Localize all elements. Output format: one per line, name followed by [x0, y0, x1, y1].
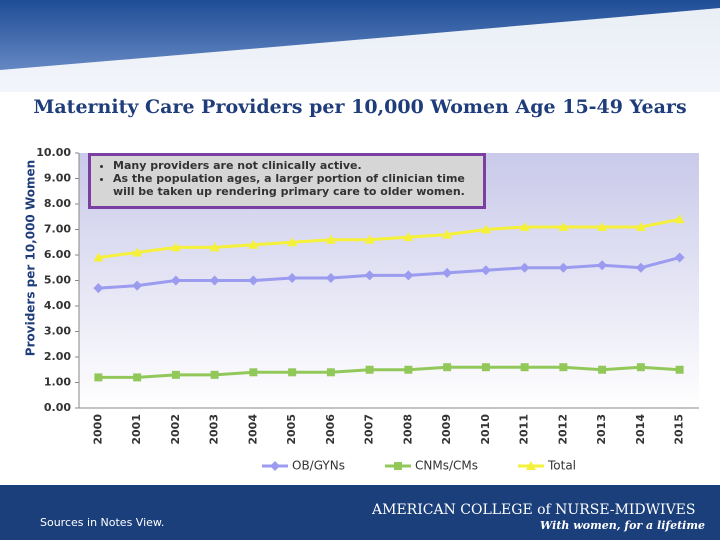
y-tick-label: 6.00 — [44, 248, 71, 261]
tagline: With women, for a lifetime — [540, 519, 705, 532]
marker — [674, 214, 685, 224]
marker — [93, 283, 104, 294]
y-tick-label: 0.00 — [44, 401, 71, 414]
logo: AMERICAN COLLEGE of NURSE-MIDWIVES — [371, 502, 696, 518]
y-tick-label: 3.00 — [44, 325, 71, 338]
marker — [635, 262, 646, 273]
y-tick-label: 9.00 — [44, 172, 71, 185]
marker — [248, 239, 259, 249]
header-wave — [0, 8, 720, 92]
x-tick-label: 2006 — [324, 414, 337, 445]
marker — [364, 270, 375, 281]
x-tick-label: 2007 — [363, 414, 376, 445]
marker — [93, 252, 104, 262]
annotation-list: Many providers are not clinically active… — [95, 159, 479, 198]
marker — [443, 363, 452, 372]
marker — [442, 267, 453, 278]
marker — [365, 365, 374, 374]
marker — [287, 272, 298, 283]
x-tick-label: 2015 — [673, 414, 686, 445]
marker — [597, 221, 608, 231]
x-tick-label: 2008 — [401, 414, 414, 445]
legend-entry: Total — [517, 459, 576, 473]
y-axis-label: Providers per 10,000 Women — [24, 160, 38, 356]
marker — [519, 221, 530, 231]
marker — [480, 265, 491, 276]
marker — [288, 368, 297, 377]
x-tick-label: 2014 — [634, 414, 647, 445]
x-tick-label: 2000 — [91, 414, 104, 445]
x-tick-label: 2012 — [556, 414, 569, 445]
marker — [170, 242, 181, 252]
marker — [364, 234, 375, 244]
marker — [674, 252, 685, 263]
footer-note: Sources in Notes View. — [40, 516, 164, 529]
chart-title: Maternity Care Providers per 10,000 Wome… — [33, 96, 686, 118]
marker — [248, 275, 259, 286]
annotation-box: Many providers are not clinically active… — [88, 153, 486, 209]
marker — [635, 221, 646, 231]
series-line — [98, 365, 680, 379]
marker — [636, 363, 645, 372]
marker — [132, 247, 143, 257]
series-line — [98, 256, 681, 290]
y-tick-label: 7.00 — [44, 223, 71, 236]
marker — [270, 461, 280, 471]
marker — [209, 242, 220, 252]
marker — [480, 224, 491, 234]
marker — [558, 262, 569, 273]
marker — [559, 363, 568, 372]
marker — [133, 373, 142, 382]
legend-label: OB/GYNs — [292, 459, 345, 473]
marker — [171, 370, 180, 379]
marker — [404, 365, 413, 374]
marker — [325, 272, 336, 283]
marker — [675, 365, 684, 374]
y-tick-label: 4.00 — [44, 299, 71, 312]
y-tick-label: 2.00 — [44, 350, 71, 363]
y-tick-label: 5.00 — [44, 274, 71, 287]
x-tick-label: 2010 — [479, 414, 492, 445]
series-line — [98, 217, 680, 260]
marker — [209, 275, 220, 286]
x-tick-label: 2005 — [285, 414, 298, 445]
x-tick-label: 2013 — [595, 414, 608, 445]
x-tick-label: 2009 — [440, 414, 453, 445]
x-tick-label: 2003 — [208, 414, 221, 445]
x-tick-label: 2004 — [246, 414, 259, 445]
marker — [210, 370, 219, 379]
marker — [519, 262, 530, 273]
marker — [481, 363, 490, 372]
marker — [94, 373, 103, 382]
marker — [403, 270, 414, 281]
legend-label: Total — [547, 459, 576, 473]
marker — [170, 275, 181, 286]
marker — [442, 229, 453, 239]
footer-band — [0, 485, 720, 540]
marker — [393, 462, 402, 470]
y-tick-label: 10.00 — [36, 146, 71, 159]
marker — [249, 368, 258, 377]
marker — [132, 280, 143, 291]
x-tick-label: 2011 — [518, 414, 531, 445]
marker — [525, 461, 536, 470]
marker — [287, 237, 298, 247]
marker — [325, 234, 336, 244]
marker — [597, 260, 608, 271]
marker — [403, 232, 414, 242]
x-tick-label: 2002 — [169, 414, 182, 445]
y-tick-label: 8.00 — [44, 197, 71, 210]
marker — [326, 368, 335, 377]
x-tick-label: 2001 — [130, 414, 143, 445]
annotation: Many providers are not clinically active… — [113, 159, 479, 172]
marker — [598, 365, 607, 374]
annotation: As the population ages, a larger portion… — [113, 172, 479, 198]
marker — [520, 363, 529, 372]
y-tick-label: 1.00 — [44, 376, 71, 389]
legend-label: CNMs/CMs — [415, 459, 478, 473]
marker — [558, 221, 569, 231]
